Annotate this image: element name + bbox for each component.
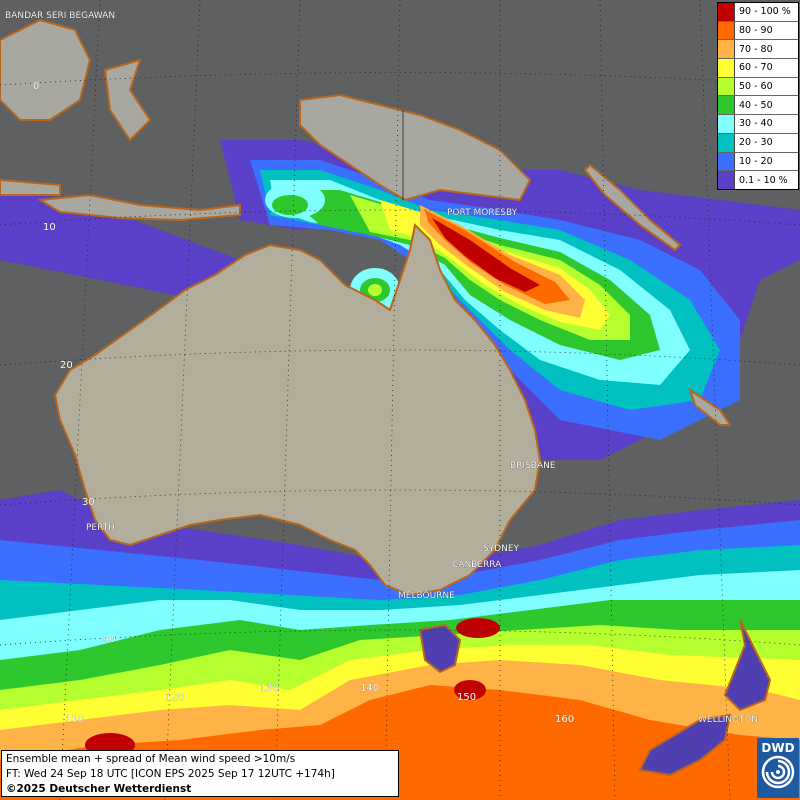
australia-landmass [53,222,542,597]
lat-label-30: 30 [82,497,95,508]
legend-label: 30 - 40 [739,118,773,130]
legend-row: 20 - 30 [718,133,798,153]
legend-label: 10 - 20 [739,155,773,167]
dwd-swirl-icon [761,755,795,789]
lon-label-140: 140 [360,683,379,694]
city-perth: PERTH [86,523,115,533]
sulawesi-landmass [103,58,152,142]
legend-row: 30 - 40 [718,115,798,134]
dwd-logo: DWD [757,738,799,798]
city-bandar-seri-begawan: BANDAR SERI BEGAWAN [5,11,115,21]
legend-row: 40 - 50 [718,96,798,116]
lon-label-130: 130 [260,683,279,694]
forecast-time: FT: Wed 24 Sep 18 UTC [ICON EPS 2025 Sep… [6,768,335,780]
legend-row: 0.1 - 10 % [718,171,798,189]
lon-label-160: 160 [555,714,574,725]
tasmania-landmass [418,623,462,674]
city-canberra: CANBERRA [452,560,502,570]
legend-label: 40 - 50 [739,99,773,111]
lat-label-40: 40 [103,634,116,645]
borneo-landmass [0,18,92,121]
legend-swatch [718,115,735,133]
legend-swatch [718,3,735,21]
legend-row: 60 - 70 [718,59,798,78]
legend-row: 70 - 80 [718,40,798,60]
city-sydney: SYDNEY [483,544,520,554]
grid-labels: 0 10 20 30 40 110 120 130 140 150 160 [33,81,574,725]
lon-label-110: 110 [65,714,84,725]
dwd-logo-text: DWD [761,741,795,755]
legend-label: 50 - 60 [739,81,773,93]
info-box: Ensemble mean + spread of Mean wind spee… [1,750,399,797]
legend-label: 60 - 70 [739,62,773,74]
legend-label: 20 - 30 [739,137,773,149]
product-title: Ensemble mean + spread of Mean wind spee… [6,753,296,765]
legend-row: 90 - 100 % [718,3,798,22]
legend-label: 0.1 - 10 % [739,174,788,186]
legend-row: 10 - 20 [718,152,798,172]
lat-label-0: 0 [33,81,39,92]
new-guinea-landmass [299,93,532,202]
lat-label-20: 20 [60,360,73,371]
legend-swatch [718,77,735,96]
legend-swatch [718,96,735,115]
lon-label-120: 120 [165,692,184,703]
legend-swatch [718,171,735,189]
legend-swatch [718,152,735,171]
legend-label: 70 - 80 [739,43,773,55]
new-zealand-north-landmass [723,619,772,712]
legend-label: 90 - 100 % [739,6,791,18]
probability-legend: 90 - 100 % 80 - 90 70 - 80 60 - 70 50 - 60 40… [717,2,799,190]
legend-swatch [718,40,735,59]
lat-label-10: 10 [43,222,56,233]
land-masses [0,18,772,777]
legend-row: 80 - 90 [718,21,798,41]
city-port-moresby: PORT MORESBY [447,208,518,218]
city-melbourne: MELBOURNE [398,591,455,601]
city-wellington: WELLINGTON [698,715,758,725]
city-labels: BANDAR SERI BEGAWAN PORT MORESBY BRISBAN… [5,11,758,725]
lon-label-150: 150 [457,692,476,703]
solomon-islands [583,163,682,252]
java-island [0,178,61,196]
new-caledonia [688,387,732,426]
new-zealand-south-landmass [638,713,732,777]
legend-swatch [718,21,735,40]
legend-row: 50 - 60 [718,77,798,97]
legend-swatch [718,59,735,77]
probability-field-north [0,140,800,460]
city-brisbane: BRISBANE [510,461,556,471]
copyright-text: ©2025 Deutscher Wetterdienst [6,783,192,795]
legend-swatch [718,133,735,152]
legend-label: 80 - 90 [739,25,773,37]
